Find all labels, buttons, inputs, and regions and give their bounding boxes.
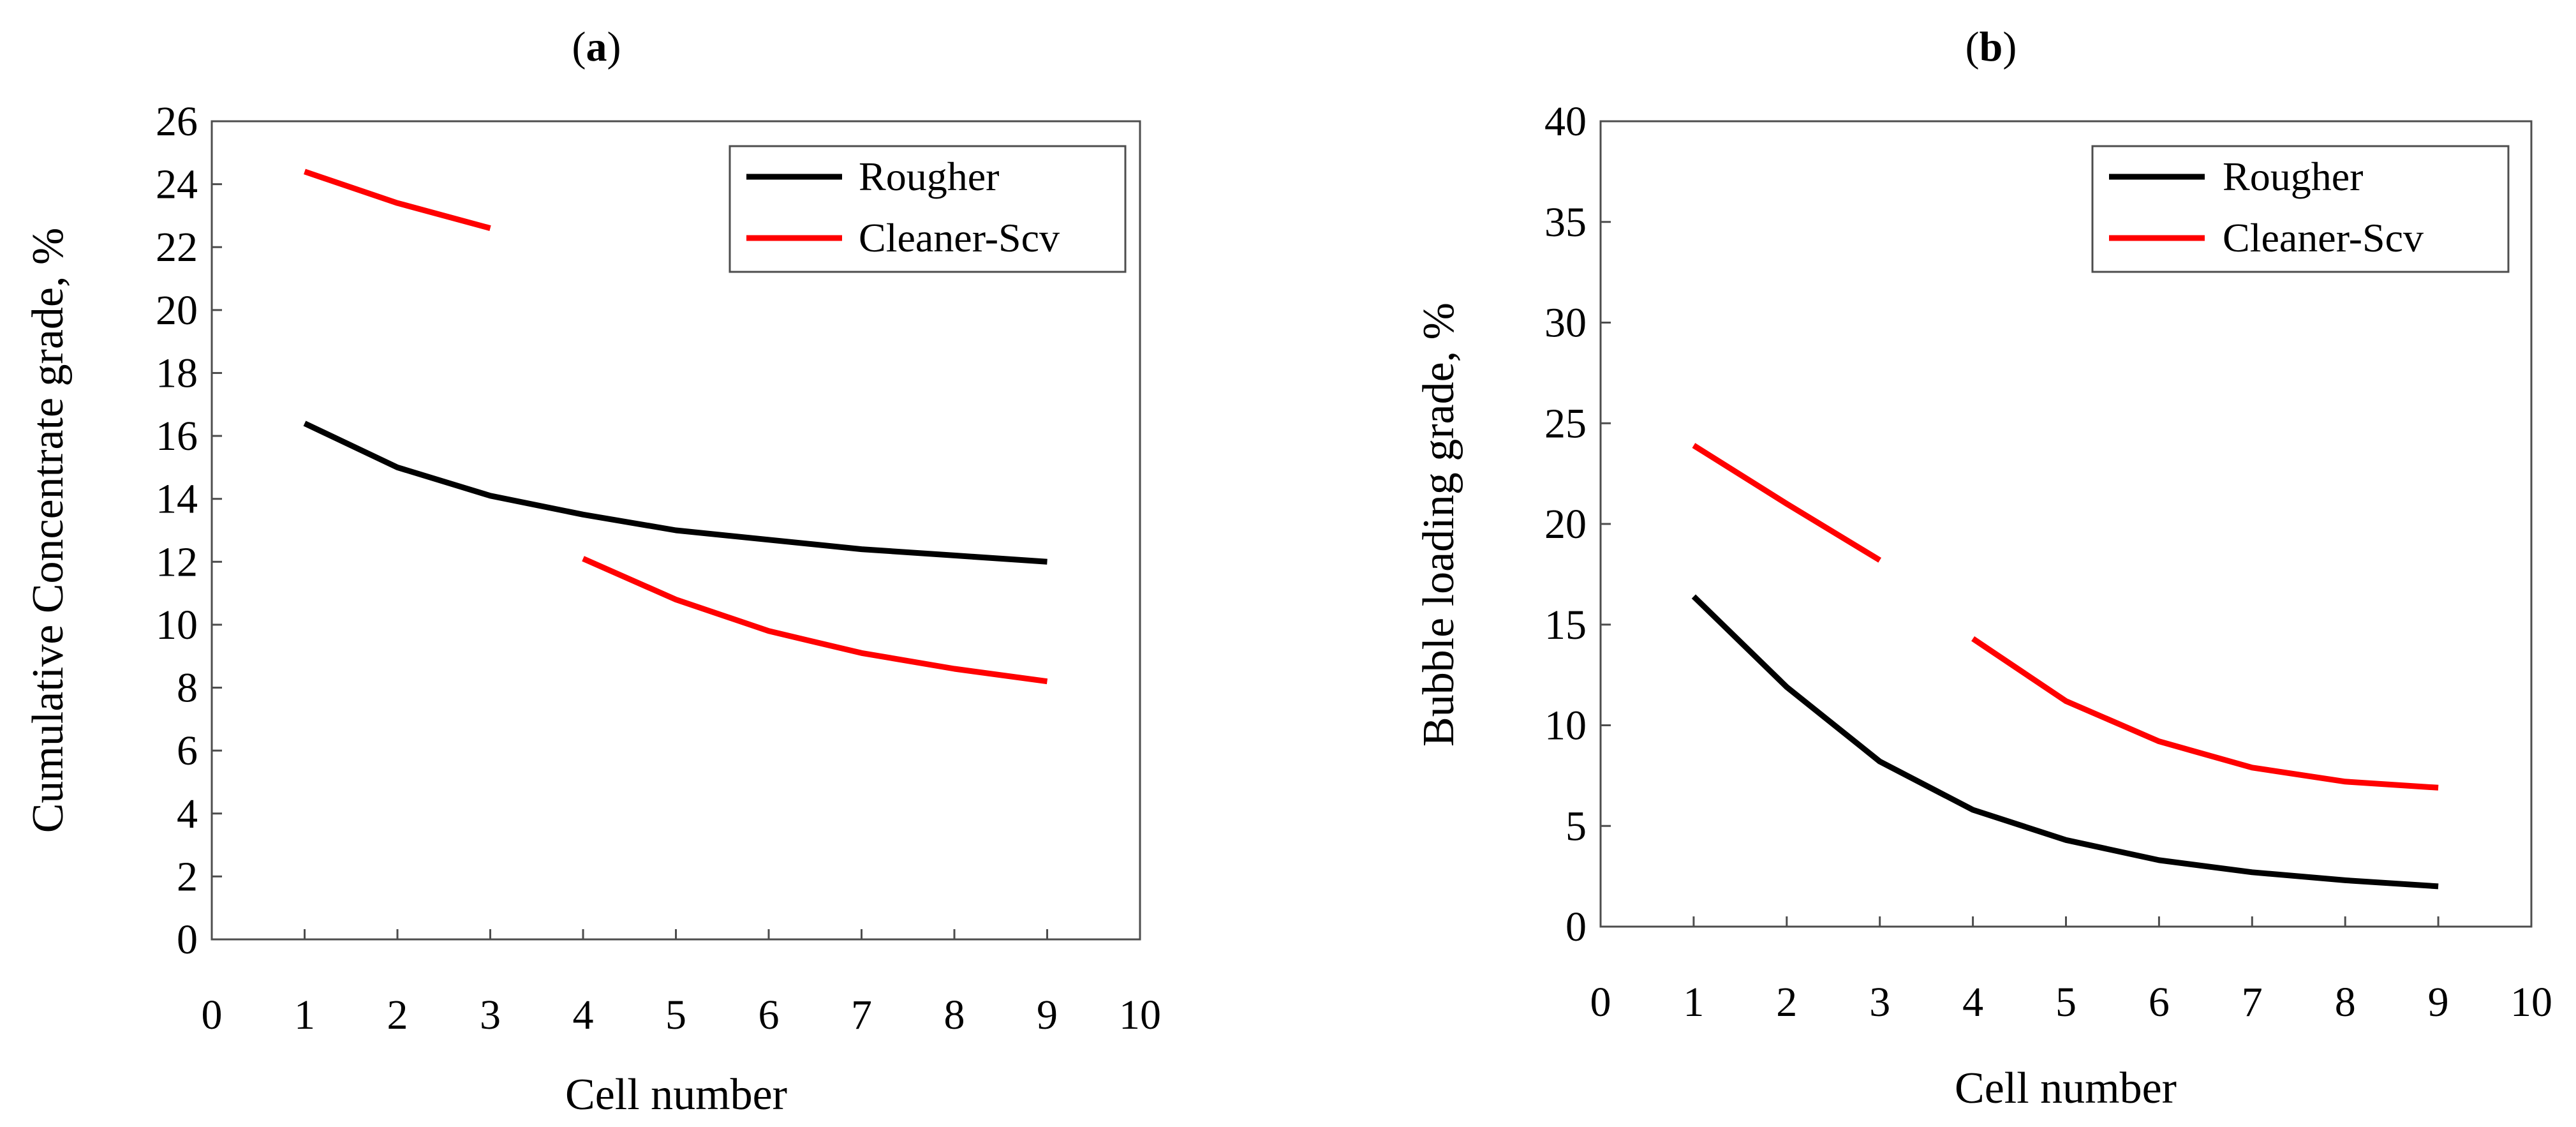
x-tick-label: 0 bbox=[1590, 979, 1611, 1026]
y-tick-label: 14 bbox=[156, 476, 198, 523]
legend-label-rougher: Rougher bbox=[2223, 154, 2363, 199]
x-tick-label: 0 bbox=[202, 992, 223, 1038]
x-axis-ticks: 0 1 2 3 4 5 6 7 8 9 10 bbox=[202, 929, 1161, 1038]
x-tick-label: 5 bbox=[665, 992, 686, 1038]
panel-letter: a bbox=[586, 24, 607, 70]
x-tick-label: 6 bbox=[2149, 979, 2170, 1026]
panel-letter: b bbox=[1980, 24, 2003, 70]
legend-label-cleaner-scv: Cleaner-Scv bbox=[859, 215, 1060, 260]
x-tick-label: 2 bbox=[387, 992, 408, 1038]
legend-box bbox=[2091, 145, 2510, 273]
x-tick-label: 10 bbox=[2510, 979, 2552, 1026]
y-tick-label: 12 bbox=[156, 539, 198, 585]
legend-label-cleaner-scv: Cleaner-Scv bbox=[2223, 215, 2424, 260]
x-tick-label: 3 bbox=[1869, 979, 1890, 1026]
x-tick-label: 2 bbox=[1776, 979, 1797, 1026]
x-axis-label: Cell number bbox=[1955, 1064, 2177, 1113]
y-tick-label: 10 bbox=[156, 602, 198, 648]
y-tick-label: 0 bbox=[177, 916, 198, 963]
series-line-cleaner-scv bbox=[304, 168, 491, 231]
series-group bbox=[303, 168, 1048, 685]
series-line-rougher bbox=[303, 421, 1047, 565]
y-axis-label: Bubble loading grade, % bbox=[1414, 302, 1463, 747]
x-tick-label: 4 bbox=[1962, 979, 1983, 1026]
y-tick-label: 24 bbox=[156, 161, 198, 208]
x-tick-label: 9 bbox=[1037, 992, 1058, 1038]
y-tick-label: 25 bbox=[1544, 400, 1587, 447]
series-group bbox=[1691, 443, 2439, 890]
series-line-cleaner-scv bbox=[1971, 636, 2439, 791]
x-tick-label: 6 bbox=[759, 992, 780, 1038]
x-tick-label: 3 bbox=[480, 992, 501, 1038]
series-line-cleaner-scv bbox=[582, 556, 1048, 685]
x-tick-label: 1 bbox=[294, 992, 315, 1038]
x-tick-label: 4 bbox=[573, 992, 594, 1038]
x-tick-label: 7 bbox=[2242, 979, 2263, 1026]
y-tick-label: 16 bbox=[156, 413, 198, 459]
y-tick-label: 8 bbox=[177, 665, 198, 712]
y-tick-label: 15 bbox=[1544, 602, 1587, 648]
panel-title: (b) bbox=[1965, 24, 2017, 70]
y-tick-label: 5 bbox=[1566, 803, 1587, 849]
chart-panel-b: (b) 0 5 10 15 20 25 30 35 40 0 1 2 3 4 5 6 7 8 9 10 Cell n… bbox=[1414, 24, 2552, 1113]
y-axis-ticks: 0 5 10 15 20 25 30 35 40 bbox=[1544, 98, 1611, 950]
x-tick-label: 8 bbox=[2335, 979, 2356, 1026]
x-axis-label: Cell number bbox=[565, 1070, 787, 1119]
x-tick-label: 1 bbox=[1683, 979, 1704, 1026]
y-tick-label: 26 bbox=[156, 98, 198, 145]
x-tick-label: 9 bbox=[2428, 979, 2449, 1026]
y-tick-label: 6 bbox=[177, 728, 198, 774]
y-tick-label: 20 bbox=[1544, 501, 1587, 548]
x-tick-label: 8 bbox=[944, 992, 965, 1038]
y-tick-label: 30 bbox=[1544, 300, 1587, 347]
x-tick-label: 10 bbox=[1119, 992, 1161, 1038]
x-tick-label: 5 bbox=[2055, 979, 2076, 1026]
y-tick-label: 2 bbox=[177, 853, 198, 900]
y-tick-label: 20 bbox=[156, 287, 198, 334]
panel-title: (a) bbox=[572, 24, 621, 70]
legend-label-rougher: Rougher bbox=[859, 154, 999, 199]
y-tick-label: 18 bbox=[156, 350, 198, 396]
y-tick-label: 35 bbox=[1544, 199, 1587, 246]
y-tick-label: 0 bbox=[1566, 904, 1587, 950]
legend: Rougher Cleaner-Scv bbox=[729, 145, 1127, 273]
x-tick-label: 7 bbox=[851, 992, 872, 1038]
series-line-rougher bbox=[1691, 594, 2439, 890]
legend-box bbox=[729, 145, 1127, 273]
y-tick-label: 4 bbox=[177, 791, 198, 837]
y-tick-label: 40 bbox=[1544, 98, 1587, 145]
legend: Rougher Cleaner-Scv bbox=[2091, 145, 2510, 273]
y-axis-label: Cumulative Concentrate grade, % bbox=[24, 228, 73, 833]
series-line-cleaner-scv bbox=[1692, 443, 1882, 563]
y-tick-label: 22 bbox=[156, 224, 198, 271]
x-axis-ticks: 0 1 2 3 4 5 6 7 8 9 10 bbox=[1590, 916, 2552, 1026]
y-tick-label: 10 bbox=[1544, 703, 1587, 749]
